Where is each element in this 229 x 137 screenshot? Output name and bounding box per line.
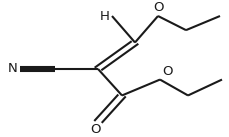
Text: O: O bbox=[152, 1, 163, 14]
Text: O: O bbox=[162, 65, 172, 78]
Text: H: H bbox=[99, 9, 109, 22]
Text: N: N bbox=[8, 62, 18, 75]
Text: O: O bbox=[90, 123, 101, 136]
